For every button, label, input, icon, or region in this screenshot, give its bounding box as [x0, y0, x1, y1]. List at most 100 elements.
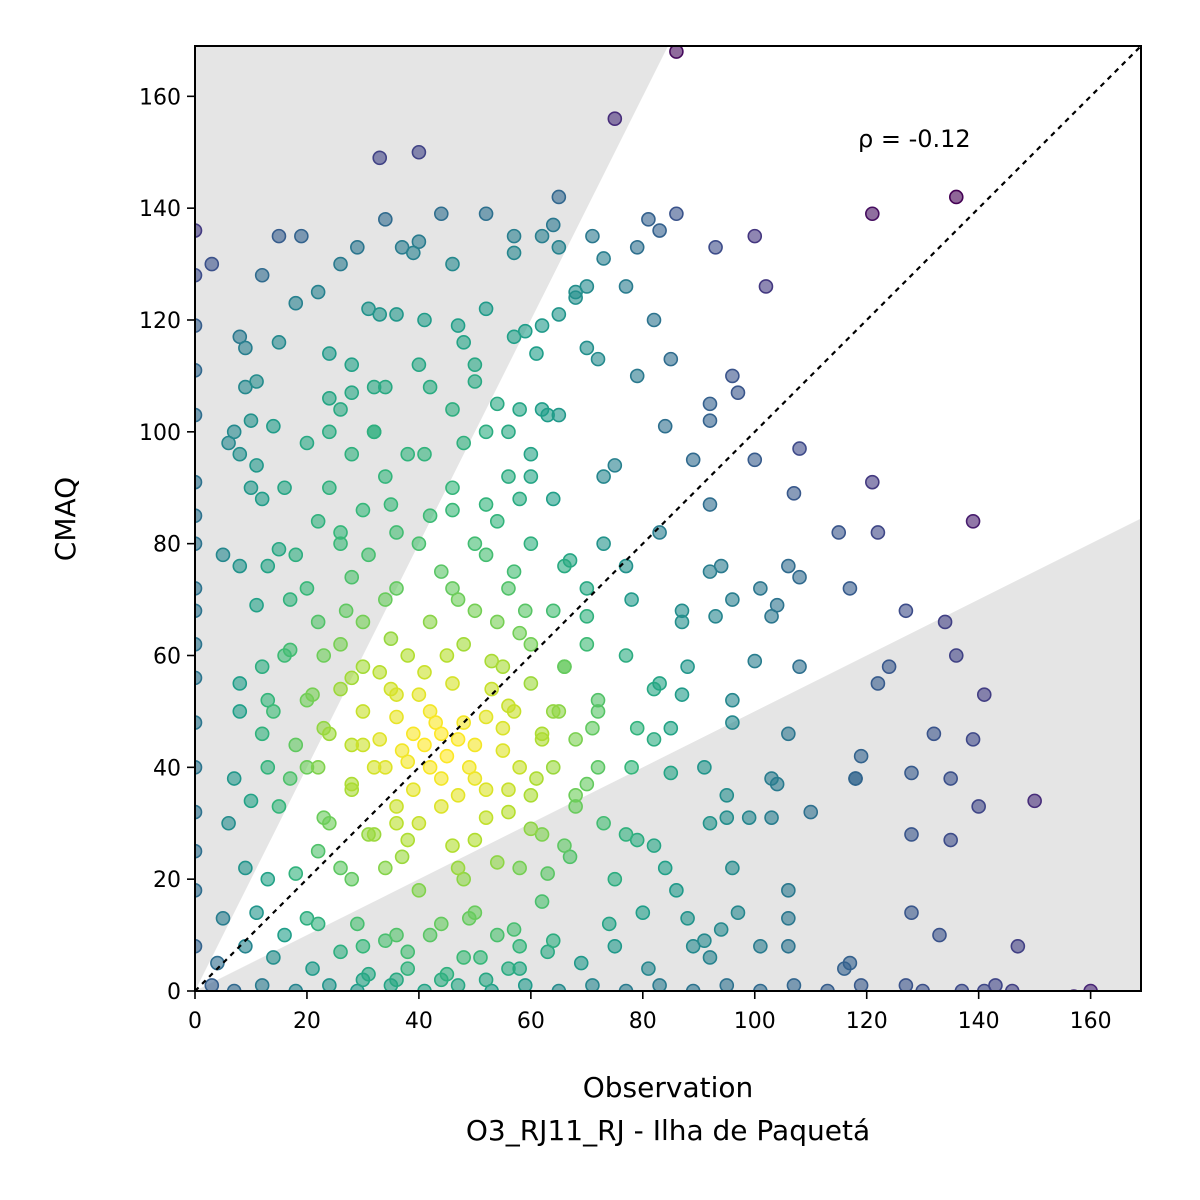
data-point	[378, 933, 393, 948]
data-point	[545, 491, 561, 507]
x-tick-label: 40	[405, 1009, 433, 1034]
data-point	[226, 771, 242, 786]
data-point	[618, 827, 634, 842]
data-point	[400, 944, 416, 960]
one-to-one-reference-line	[194, 45, 1142, 992]
data-point	[898, 603, 914, 619]
data-point	[596, 251, 611, 266]
data-point	[786, 486, 802, 501]
data-point	[271, 228, 287, 244]
data-point	[568, 787, 583, 803]
data-point	[669, 883, 684, 898]
data-point	[389, 307, 404, 322]
data-point	[943, 771, 958, 786]
data-point	[646, 312, 662, 328]
data-point	[607, 871, 623, 887]
data-point	[557, 558, 572, 574]
data-point	[422, 614, 438, 630]
data-point	[865, 206, 880, 222]
data-point	[792, 659, 807, 674]
data-point	[697, 933, 712, 948]
data-point	[249, 458, 264, 473]
data-point	[195, 938, 203, 954]
data-point	[523, 536, 539, 551]
data-point	[195, 474, 203, 490]
data-point	[389, 525, 404, 540]
data-point	[708, 240, 723, 255]
data-point	[517, 323, 533, 339]
data-point	[725, 592, 740, 607]
y-tick-label: 20	[153, 868, 181, 893]
data-point	[915, 983, 930, 991]
y-tick-label: 100	[139, 421, 181, 446]
data-point	[344, 446, 360, 462]
data-point	[355, 614, 371, 630]
data-point	[355, 737, 371, 753]
data-point	[221, 815, 236, 831]
data-point	[310, 614, 326, 630]
data-point	[781, 911, 796, 926]
data-point	[195, 760, 203, 775]
data-point	[501, 581, 516, 596]
data-point	[344, 385, 360, 400]
data-point	[837, 961, 852, 976]
data-point	[450, 592, 466, 607]
data-point	[249, 905, 264, 921]
data-point	[439, 966, 455, 982]
data-point	[926, 726, 942, 742]
data-point	[433, 799, 449, 814]
data-point	[282, 592, 298, 607]
data-point	[450, 732, 466, 747]
data-point	[389, 972, 404, 988]
data-point	[719, 787, 735, 803]
data-point	[663, 351, 679, 367]
data-point	[361, 966, 376, 982]
data-point	[467, 905, 483, 921]
data-point	[372, 307, 388, 322]
data-point	[713, 922, 729, 937]
data-point	[467, 374, 483, 389]
data-point	[685, 983, 701, 991]
y-tick-label: 80	[153, 533, 181, 558]
data-point	[618, 648, 634, 663]
y-tick-label: 120	[139, 309, 181, 334]
data-point	[450, 787, 466, 803]
data-point	[501, 804, 516, 820]
data-point	[792, 569, 807, 585]
data-point	[277, 927, 292, 943]
data-point	[333, 536, 348, 551]
data-point	[271, 799, 287, 814]
data-point	[333, 256, 348, 272]
data-point	[529, 771, 544, 786]
data-point	[450, 978, 466, 991]
data-point	[657, 418, 673, 434]
data-point	[383, 497, 399, 512]
data-point	[512, 860, 527, 876]
data-point	[753, 983, 768, 991]
data-point	[545, 603, 561, 619]
x-axis-ticks: 0 20 40 60 80 100 120 140 160	[188, 991, 1112, 1034]
data-point	[652, 978, 667, 991]
data-point	[629, 240, 645, 255]
data-point	[406, 782, 421, 797]
data-point	[461, 760, 477, 775]
data-point	[271, 335, 287, 350]
data-point	[495, 659, 511, 674]
data-point	[478, 972, 494, 988]
data-point	[310, 284, 326, 300]
x-tick-label: 140	[958, 1009, 1000, 1034]
data-point	[254, 267, 270, 283]
data-point	[478, 206, 494, 222]
data-point	[758, 279, 774, 294]
data-point	[322, 390, 337, 406]
data-point	[467, 603, 483, 619]
data-point	[445, 402, 460, 417]
data-point	[865, 474, 880, 490]
data-point	[753, 938, 768, 954]
data-point	[607, 458, 623, 473]
data-point	[618, 983, 634, 991]
data-point	[333, 681, 348, 697]
data-point	[361, 547, 376, 563]
data-point	[635, 905, 651, 921]
